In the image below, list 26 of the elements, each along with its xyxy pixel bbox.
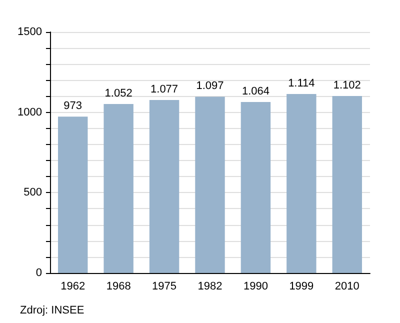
y-tick-label: 1500 xyxy=(18,26,42,38)
data-label: 1.097 xyxy=(196,80,224,92)
x-tick-label: 1990 xyxy=(243,280,268,292)
bar xyxy=(58,116,88,273)
bar xyxy=(332,96,362,273)
bar xyxy=(104,104,134,273)
x-tick-label: 1968 xyxy=(106,280,131,292)
y-tick-label: 500 xyxy=(24,186,42,199)
x-tick-label: 1975 xyxy=(152,280,177,292)
y-tick-label: 0 xyxy=(36,267,42,279)
x-tick-label: 1999 xyxy=(289,280,314,292)
data-label: 1.052 xyxy=(104,87,132,100)
data-label: 1.077 xyxy=(150,83,178,96)
data-label: 973 xyxy=(64,100,82,112)
x-tick-label: 1962 xyxy=(60,280,86,292)
bar xyxy=(149,100,180,273)
text: Zdroj: INSEE xyxy=(20,304,84,316)
bar xyxy=(195,96,225,273)
bar xyxy=(286,94,316,273)
bar xyxy=(240,102,271,273)
data-label: 1.114 xyxy=(288,78,315,90)
data-label: 1.064 xyxy=(242,86,270,98)
x-tick-label: 1982 xyxy=(198,280,222,292)
data-label: 1.102 xyxy=(333,79,361,92)
y-tick-label: 1000 xyxy=(18,106,42,118)
x-tick-label: 2010 xyxy=(334,280,360,292)
